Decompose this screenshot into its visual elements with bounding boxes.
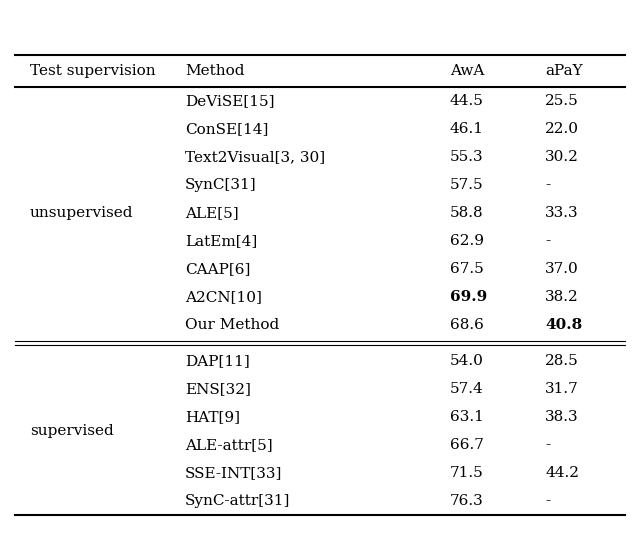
Text: 63.1: 63.1 [450,410,484,424]
Text: 44.2: 44.2 [545,466,579,480]
Text: 40.8: 40.8 [545,318,582,332]
Text: DAP[11]: DAP[11] [185,354,250,368]
Text: supervised: supervised [30,424,114,438]
Text: LatEm[4]: LatEm[4] [185,234,257,248]
Text: SynC-attr[31]: SynC-attr[31] [185,494,291,508]
Text: ENS[32]: ENS[32] [185,382,251,396]
Text: 66.7: 66.7 [450,438,484,452]
Text: 62.9: 62.9 [450,234,484,248]
Text: Method: Method [185,64,244,78]
Text: AwA: AwA [450,64,484,78]
Text: Test supervision: Test supervision [30,64,156,78]
Text: Text2Visual[3, 30]: Text2Visual[3, 30] [185,150,325,164]
Text: HAT[9]: HAT[9] [185,410,240,424]
Text: 38.3: 38.3 [545,410,579,424]
Text: aPaY: aPaY [545,64,582,78]
Text: 46.1: 46.1 [450,122,484,136]
Text: 38.2: 38.2 [545,290,579,304]
Text: 44.5: 44.5 [450,94,484,108]
Text: Our Method: Our Method [185,318,279,332]
Text: 37.0: 37.0 [545,262,579,276]
Text: ALE[5]: ALE[5] [185,206,239,220]
Text: A2CN[10]: A2CN[10] [185,290,262,304]
Text: DeViSE[15]: DeViSE[15] [185,94,275,108]
Text: -: - [545,494,550,508]
Text: 57.4: 57.4 [450,382,484,396]
Text: SSE-INT[33]: SSE-INT[33] [185,466,282,480]
Text: SynC[31]: SynC[31] [185,178,257,192]
Text: -: - [545,178,550,192]
Text: 69.9: 69.9 [450,290,487,304]
Text: 30.2: 30.2 [545,150,579,164]
Text: 71.5: 71.5 [450,466,484,480]
Text: 28.5: 28.5 [545,354,579,368]
Text: ALE-attr[5]: ALE-attr[5] [185,438,273,452]
Text: 31.7: 31.7 [545,382,579,396]
Text: -: - [545,234,550,248]
Text: 76.3: 76.3 [450,494,484,508]
Text: 68.6: 68.6 [450,318,484,332]
Text: 67.5: 67.5 [450,262,484,276]
Text: -: - [545,438,550,452]
Text: 54.0: 54.0 [450,354,484,368]
Text: 57.5: 57.5 [450,178,484,192]
Text: ConSE[14]: ConSE[14] [185,122,268,136]
Text: unsupervised: unsupervised [30,206,134,220]
Text: 25.5: 25.5 [545,94,579,108]
Text: 58.8: 58.8 [450,206,484,220]
Text: 33.3: 33.3 [545,206,579,220]
Text: CAAP[6]: CAAP[6] [185,262,250,276]
Text: 22.0: 22.0 [545,122,579,136]
Text: 55.3: 55.3 [450,150,484,164]
